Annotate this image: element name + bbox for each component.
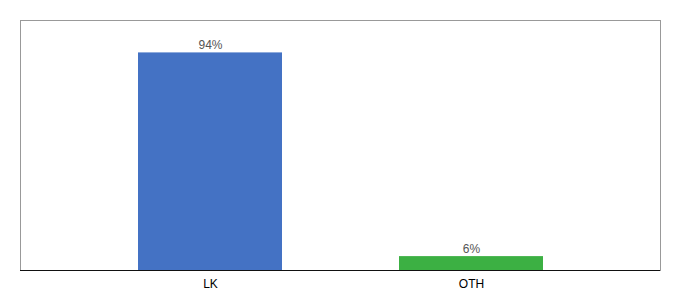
svg-text:94%: 94% [198,38,222,52]
svg-text:LK: LK [203,277,218,291]
svg-text:6%: 6% [463,242,481,256]
svg-text:OTH: OTH [459,277,484,291]
